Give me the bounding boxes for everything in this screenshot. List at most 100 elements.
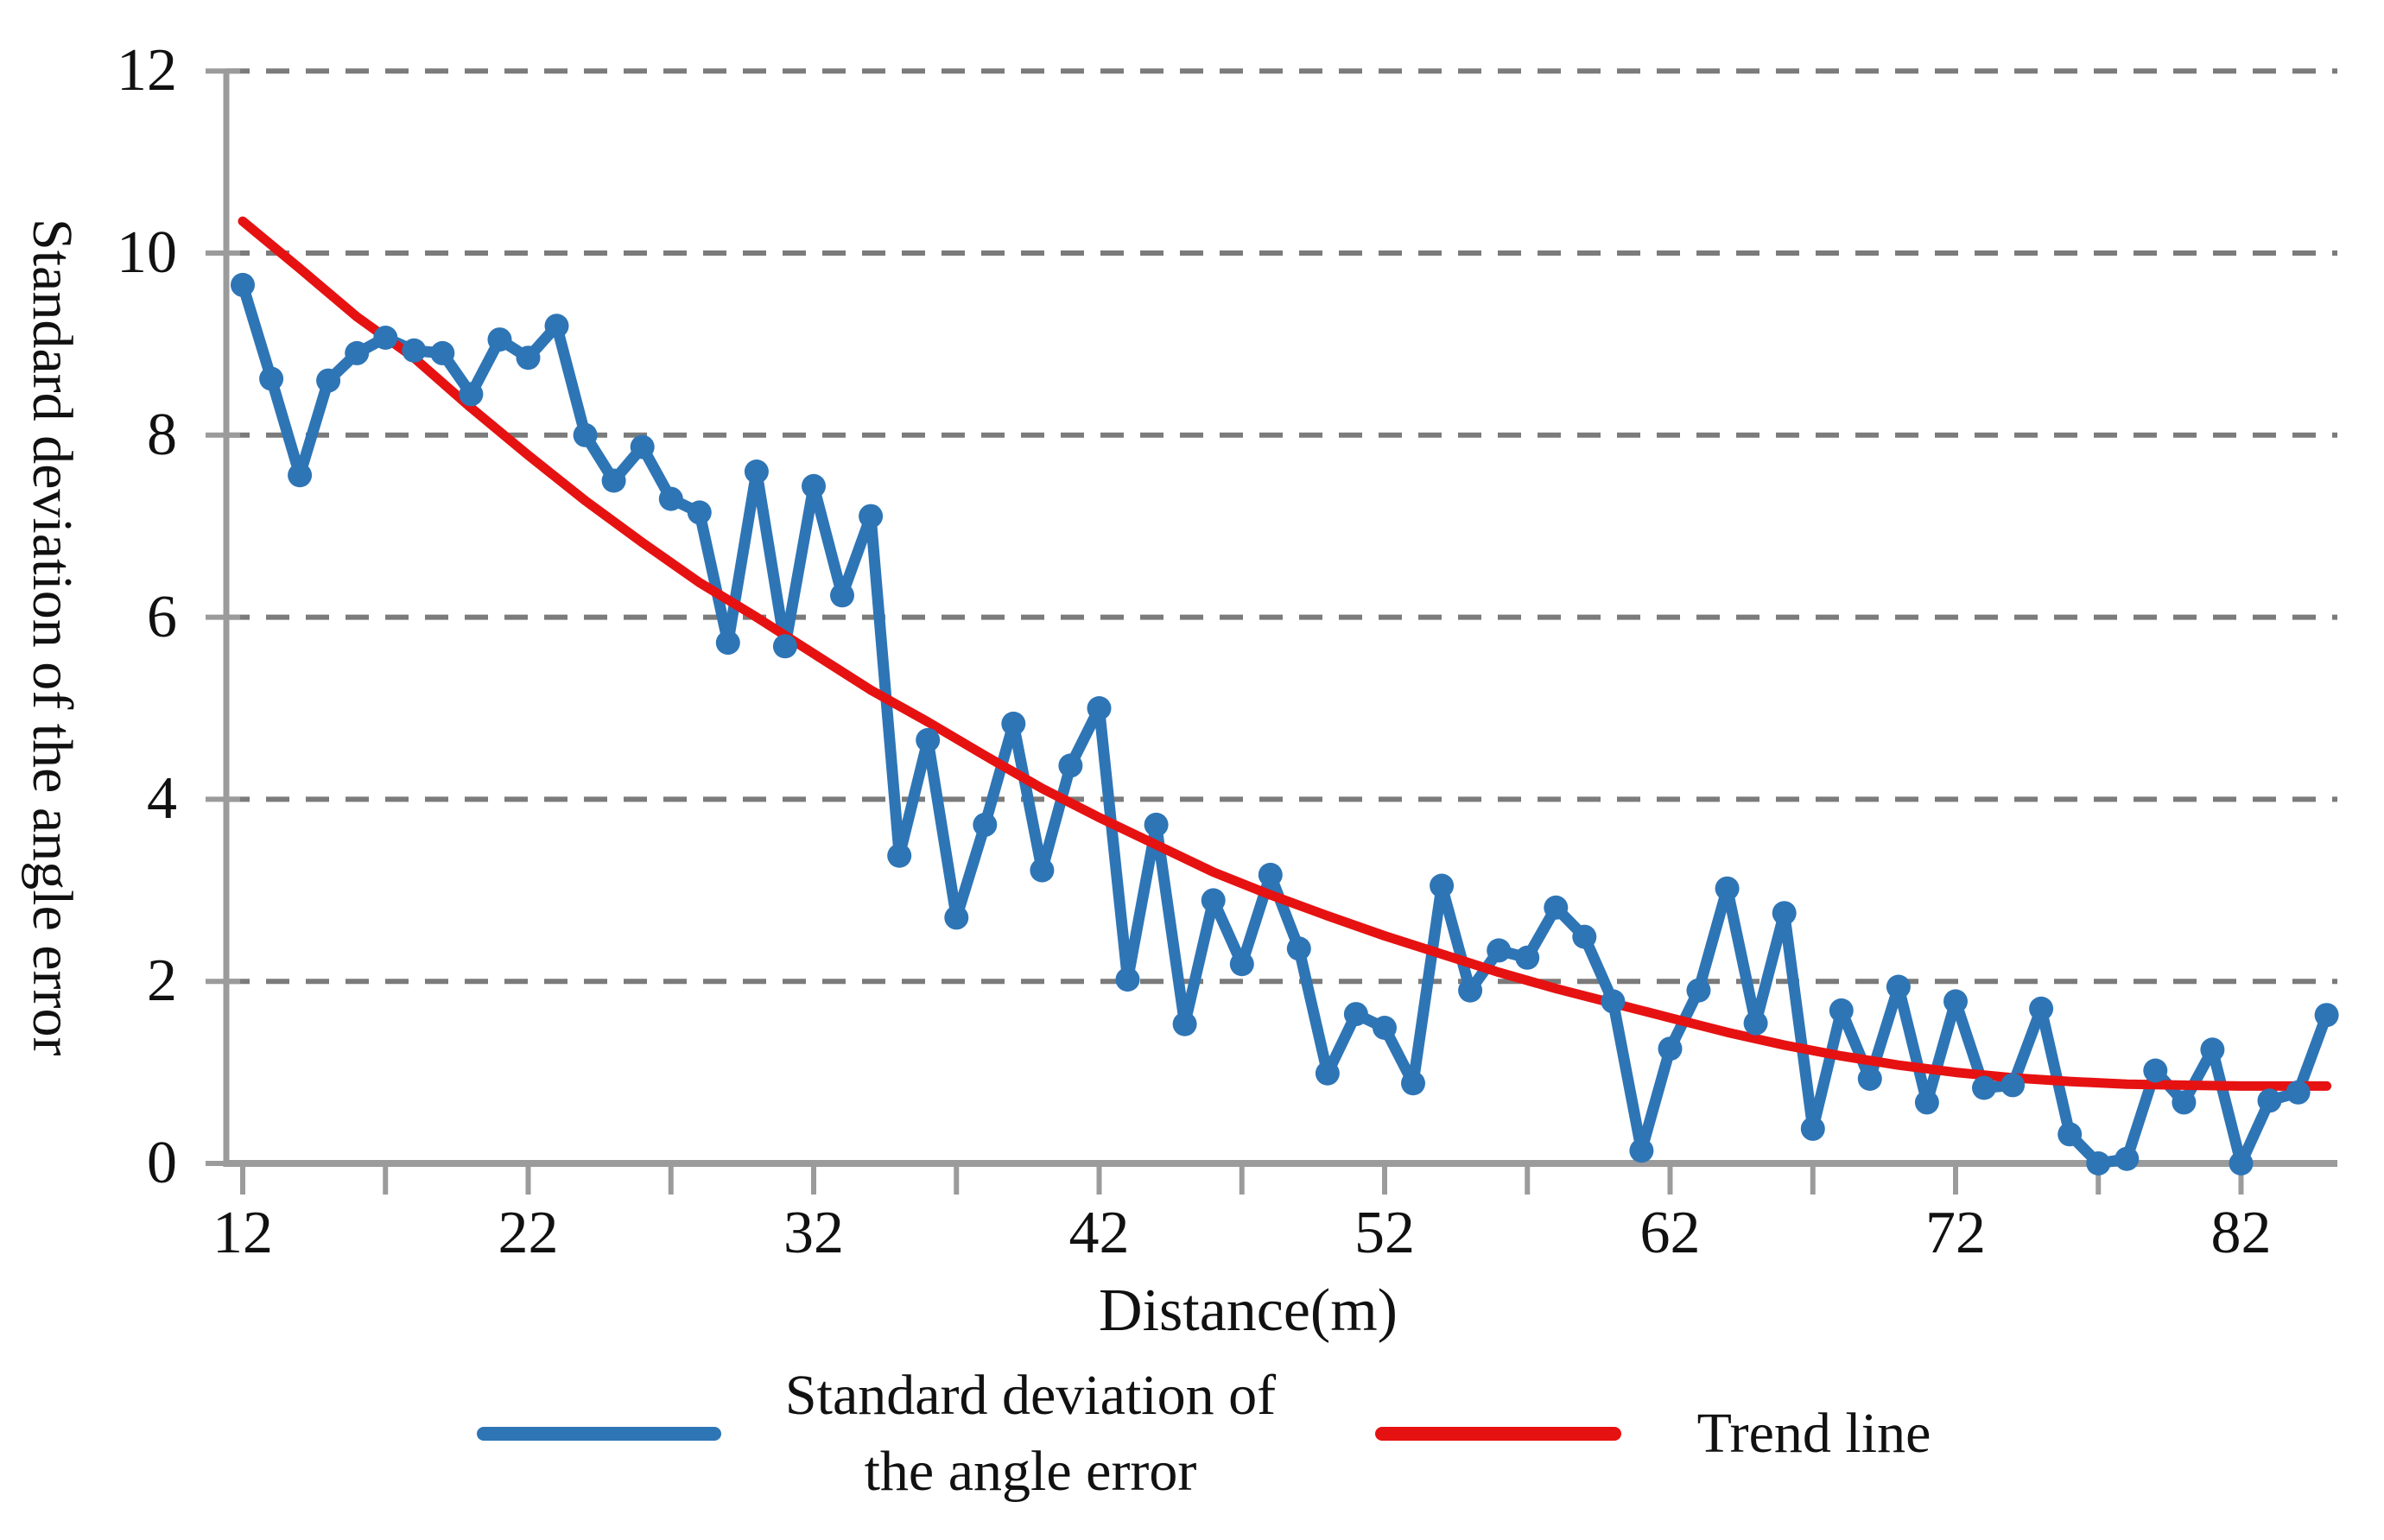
legend-series-swatch (477, 1427, 721, 1441)
series-marker (1201, 888, 1226, 913)
series-marker (973, 812, 998, 837)
series-marker (544, 314, 569, 339)
series-marker (1972, 1075, 1996, 1100)
series-marker (887, 843, 912, 868)
series-marker (573, 422, 598, 447)
series-marker (1087, 696, 1112, 720)
x-tick-label-22: 22 (498, 1200, 559, 1266)
series-marker (402, 338, 427, 363)
y-tick-label-10: 10 (117, 219, 177, 286)
series-marker (231, 272, 255, 297)
y-tick-label-0: 0 (147, 1130, 177, 1196)
series-marker (345, 340, 370, 365)
series-marker (2057, 1122, 2083, 1147)
series-marker (715, 631, 740, 656)
series-marker (1800, 1116, 1825, 1141)
series-marker (1772, 901, 1797, 926)
series-marker (1401, 1071, 1425, 1096)
series-marker (802, 473, 826, 498)
series-marker (944, 905, 969, 930)
series-marker (916, 727, 941, 752)
series-marker (1715, 876, 1740, 901)
series-marker (1829, 998, 1854, 1023)
series-marker (1430, 873, 1455, 898)
legend-series-label: Standard deviation of the angle error (728, 1358, 1333, 1510)
series-marker (2143, 1058, 2168, 1083)
series-marker (259, 366, 284, 391)
series-marker (1743, 1011, 1768, 1036)
series-marker (1515, 945, 1540, 970)
series-marker (658, 486, 683, 511)
series-marker (2314, 1003, 2339, 1028)
series-marker (2000, 1073, 2026, 1098)
x-axis-title: Distance(m) (1099, 1277, 1398, 1344)
series-marker (2286, 1080, 2311, 1105)
series-marker (1601, 989, 1626, 1014)
series-marker (1258, 862, 1283, 887)
series-marker (601, 468, 626, 493)
series-marker (373, 326, 398, 350)
series-marker (487, 327, 512, 352)
series-marker (1886, 974, 1911, 999)
series-marker (1458, 978, 1483, 1003)
series-marker (1572, 924, 1597, 949)
series-marker (772, 634, 797, 659)
series-marker (1658, 1036, 1683, 1062)
series-marker (859, 504, 884, 529)
y-tick-label-6: 6 (147, 583, 177, 650)
series-marker (1686, 978, 1711, 1003)
series-marker (1544, 895, 1569, 920)
series-marker (2257, 1088, 2282, 1113)
series-marker (1172, 1011, 1197, 1036)
series-marker (459, 382, 484, 407)
series-line (237, 279, 2333, 1169)
legend-series-label-line2: the angle error (864, 1440, 1197, 1503)
legend-trend-label: Trend line (1696, 1402, 1931, 1465)
series-marker (1115, 967, 1140, 992)
series-marker (1343, 1002, 1368, 1027)
series-marker (430, 340, 455, 365)
series-marker (2172, 1090, 2197, 1115)
series-marker (1943, 989, 1968, 1014)
series-marker (630, 434, 655, 459)
series-marker (744, 459, 769, 484)
x-tick-label-12: 12 (212, 1200, 273, 1266)
series-marker (2086, 1151, 2111, 1176)
series-marker (687, 500, 712, 525)
series-marker (1914, 1090, 1939, 1115)
y-axis-title: Standard deviation of the angle error (21, 219, 84, 1056)
series-marker (1487, 938, 1512, 963)
legend-series-label-line1: Standard deviation of (784, 1364, 1277, 1427)
series-marker (1229, 952, 1254, 977)
x-tick-label-52: 52 (1354, 1200, 1415, 1266)
series-marker (516, 345, 541, 371)
series-marker (1315, 1061, 1340, 1086)
trend-line (238, 216, 2332, 1091)
series-marker (1058, 753, 1083, 778)
y-tick-label-4: 4 (147, 765, 177, 833)
series-marker (288, 463, 313, 488)
series-marker (2229, 1151, 2254, 1176)
series-marker (1030, 858, 1055, 883)
series-marker (1629, 1138, 1654, 1163)
series-marker (2115, 1146, 2140, 1171)
x-tick-label-82: 82 (2210, 1200, 2272, 1266)
x-tick-label-62: 62 (1639, 1200, 1701, 1266)
series-marker (1373, 1016, 1397, 1040)
x-tick-label-72: 72 (1925, 1200, 1986, 1266)
x-tick-label-32: 32 (783, 1200, 844, 1266)
series-marker (2029, 996, 2054, 1021)
series-marker (1001, 711, 1026, 736)
y-tick-label-8: 8 (147, 401, 177, 468)
legend-trend-swatch (1375, 1427, 1621, 1441)
y-tick-label-12: 12 (117, 37, 177, 105)
series-marker (1857, 1067, 1882, 1091)
series-marker (316, 368, 341, 393)
x-tick-label-42: 42 (1068, 1200, 1130, 1266)
series-marker (1286, 936, 1311, 961)
series-marker (2200, 1037, 2225, 1062)
series-marker (1144, 812, 1169, 837)
y-tick-label-2: 2 (147, 947, 177, 1015)
